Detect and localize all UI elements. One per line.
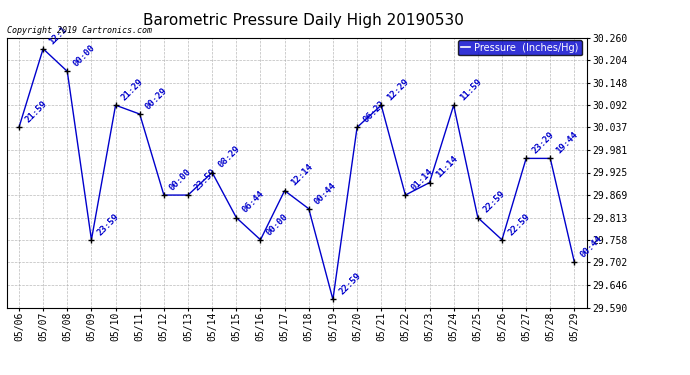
Text: 23:29: 23:29 — [531, 130, 555, 156]
Text: 22:59: 22:59 — [337, 271, 362, 297]
Text: 21:29: 21:29 — [120, 77, 145, 102]
Legend: Pressure  (Inches/Hg): Pressure (Inches/Hg) — [458, 40, 582, 56]
Text: 12:14: 12:14 — [289, 162, 314, 188]
Text: 23:59: 23:59 — [193, 167, 217, 192]
Text: Copyright 2019 Cartronics.com: Copyright 2019 Cartronics.com — [8, 26, 152, 35]
Text: 06:22: 06:22 — [362, 99, 386, 124]
Text: 08:29: 08:29 — [217, 144, 241, 170]
Text: 12:29: 12:29 — [386, 77, 411, 102]
Text: 22:59: 22:59 — [482, 189, 507, 215]
Text: 11:14: 11:14 — [434, 154, 459, 180]
Text: 00:44: 00:44 — [313, 181, 338, 206]
Text: 12:1: 12:1 — [48, 24, 69, 46]
Text: 01:14: 01:14 — [410, 167, 435, 192]
Text: 00:00: 00:00 — [168, 167, 193, 192]
Text: 00:00: 00:00 — [265, 211, 290, 237]
Text: 21:59: 21:59 — [23, 99, 48, 124]
Text: 23:59: 23:59 — [96, 211, 121, 237]
Text: 00:29: 00:29 — [144, 86, 169, 111]
Text: 06:44: 06:44 — [241, 189, 266, 215]
Text: 00:00: 00:00 — [72, 43, 97, 69]
Text: 19:44: 19:44 — [555, 130, 580, 156]
Text: 00:44: 00:44 — [579, 234, 604, 260]
Text: 11:59: 11:59 — [458, 77, 483, 102]
Text: 22:59: 22:59 — [506, 211, 531, 237]
Text: Barometric Pressure Daily High 20190530: Barometric Pressure Daily High 20190530 — [143, 13, 464, 28]
